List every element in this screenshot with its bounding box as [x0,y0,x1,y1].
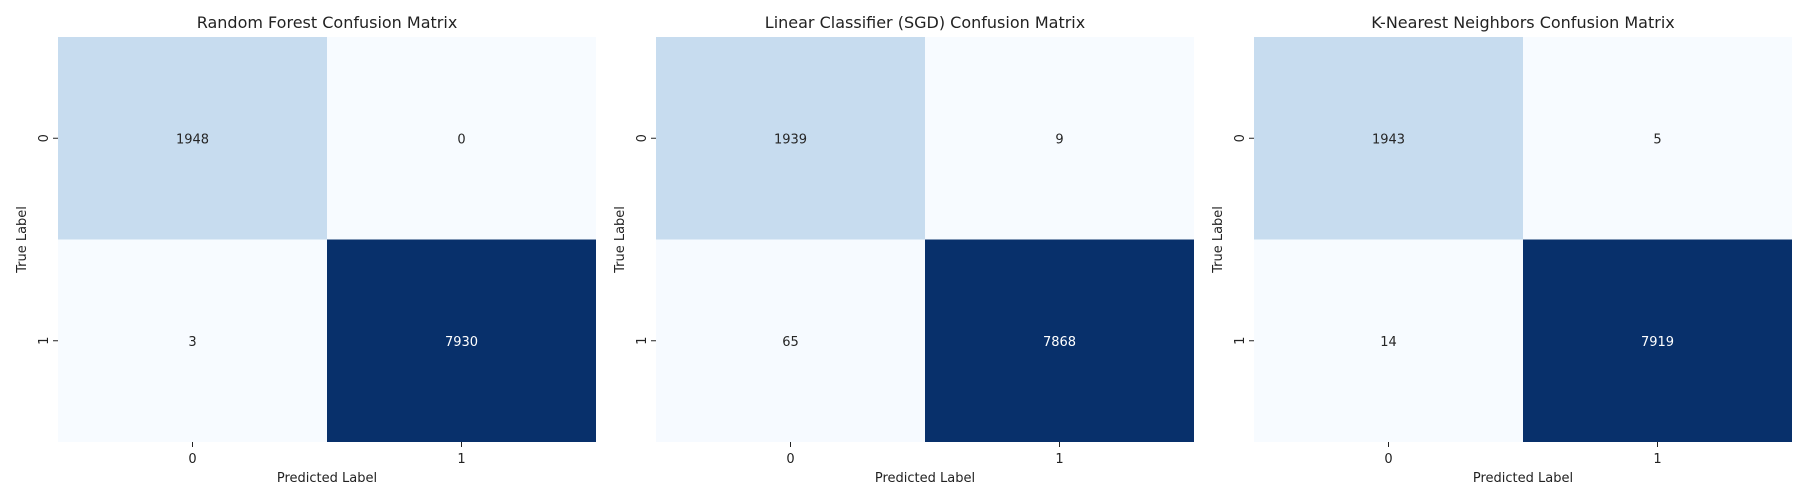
x-tick-label: 0 [188,452,196,467]
y-axis-label: True Label [15,206,30,274]
y-tick-label: 0 [37,134,52,142]
cell-value-label: 7868 [1043,335,1076,350]
chart-title: Linear Classifier (SGD) Confusion Matrix [765,13,1085,32]
heatmap-cell [925,37,1194,240]
cell-value-label: 7919 [1641,335,1674,350]
x-axis-label: Predicted Label [1473,471,1573,486]
heatmap-cell [656,239,925,442]
x-tick-label: 1 [1055,452,1063,467]
heatmap-cell [925,239,1194,442]
y-tick-label: 1 [37,337,52,345]
heatmap-cell [656,37,925,240]
heatmap-cell [327,239,596,442]
cell-value-label: 1939 [774,132,807,147]
heatmap-cell [1254,37,1523,240]
cell-value-label: 1943 [1372,132,1405,147]
y-tick-label: 1 [1233,337,1248,345]
x-tick-label: 0 [786,452,794,467]
heatmap-cell [1254,239,1523,442]
x-tick-label: 1 [1653,452,1661,467]
heatmap-cell [327,37,596,240]
cell-value-label: 14 [1380,335,1397,350]
cell-value-label: 7930 [445,335,478,350]
x-axis-label: Predicted Label [875,471,975,486]
x-tick-label: 1 [457,452,465,467]
y-tick-label: 0 [635,134,650,142]
y-axis-label: True Label [1211,206,1226,274]
x-axis-label: Predicted Label [277,471,377,486]
cell-value-label: 3 [188,335,196,350]
cell-value-label: 0 [457,132,465,147]
chart-title: Random Forest Confusion Matrix [197,13,458,32]
heatmap-cell [58,37,327,240]
heatmap-cell [1523,239,1792,442]
chart-title: K-Nearest Neighbors Confusion Matrix [1371,13,1675,32]
cell-value-label: 5 [1653,132,1661,147]
heatmap-cell [58,239,327,442]
x-tick-label: 0 [1384,452,1392,467]
y-axis-label: True Label [613,206,628,274]
y-tick-label: 0 [1233,134,1248,142]
cell-value-label: 9 [1055,132,1063,147]
cell-value-label: 65 [782,335,799,350]
cell-value-label: 1948 [176,132,209,147]
heatmap-cell [1523,37,1792,240]
y-tick-label: 1 [635,337,650,345]
